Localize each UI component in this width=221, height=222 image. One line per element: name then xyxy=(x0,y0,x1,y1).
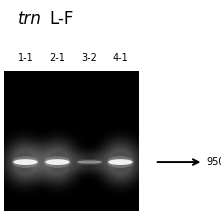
Ellipse shape xyxy=(103,144,138,180)
Ellipse shape xyxy=(40,144,75,180)
Ellipse shape xyxy=(108,149,133,175)
Text: 3-2: 3-2 xyxy=(82,53,97,63)
Text: 950bp: 950bp xyxy=(207,157,221,167)
Ellipse shape xyxy=(77,160,102,164)
Ellipse shape xyxy=(12,156,39,168)
Text: 2-1: 2-1 xyxy=(50,53,65,63)
Ellipse shape xyxy=(10,146,40,178)
Text: L-F: L-F xyxy=(50,10,74,28)
Ellipse shape xyxy=(45,159,70,165)
Ellipse shape xyxy=(76,159,103,165)
Ellipse shape xyxy=(13,149,38,175)
Ellipse shape xyxy=(45,149,70,175)
Ellipse shape xyxy=(105,146,135,178)
Ellipse shape xyxy=(108,159,133,165)
Ellipse shape xyxy=(13,159,38,165)
Ellipse shape xyxy=(8,144,43,180)
Text: trn: trn xyxy=(18,10,42,28)
Bar xyxy=(4,71,139,211)
Ellipse shape xyxy=(44,156,71,168)
Text: 1-1: 1-1 xyxy=(17,53,33,63)
Ellipse shape xyxy=(42,146,72,178)
Ellipse shape xyxy=(107,156,134,168)
Text: 4-1: 4-1 xyxy=(112,53,128,63)
